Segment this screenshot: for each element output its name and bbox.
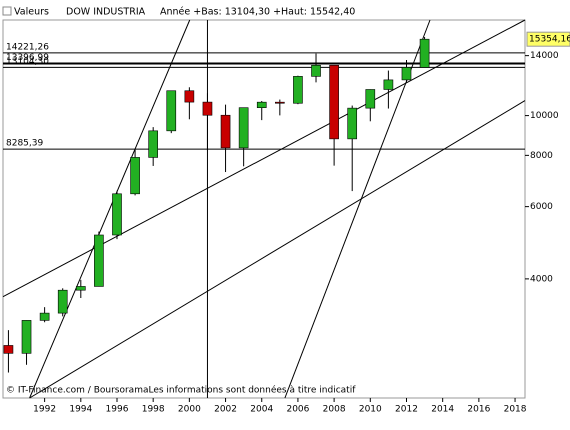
- y-tick-label: 4000: [530, 274, 553, 284]
- candle-body: [347, 107, 358, 140]
- candle-body: [112, 193, 122, 236]
- header-label: Valeurs: [14, 7, 49, 18]
- candle-body: [419, 38, 430, 68]
- x-tick-label: 2018: [504, 405, 527, 415]
- candle-body: [383, 79, 394, 90]
- candle-body: [57, 289, 68, 314]
- trendline: [2, 19, 526, 298]
- x-tick-label: 2012: [395, 405, 418, 415]
- x-tick-label: 2016: [467, 405, 490, 415]
- x-tick-label: 1994: [69, 405, 92, 415]
- y-tick-label: 8000: [530, 151, 553, 161]
- candle-body: [202, 101, 213, 116]
- x-tick-label: 2000: [178, 405, 201, 415]
- x-tick-label: 1992: [33, 405, 56, 415]
- candle-body: [401, 67, 412, 81]
- candle-body: [365, 89, 376, 109]
- trendline: [284, 19, 431, 399]
- candle-body: [275, 101, 285, 104]
- candle-body: [166, 90, 177, 132]
- level-label: 14221,26: [6, 42, 49, 52]
- header-info: Année +Bas: 13104,30 +Haut: 15542,40: [160, 7, 355, 18]
- candle-body: [75, 286, 86, 291]
- x-tick-label: 2004: [250, 405, 273, 415]
- x-tick-label: 2014: [431, 405, 454, 415]
- plot-area: [2, 19, 526, 399]
- y-tick-label: 6000: [530, 202, 553, 212]
- candle-body: [293, 76, 303, 104]
- level-label: 13104,30: [6, 57, 49, 67]
- x-tick-label: 1996: [106, 405, 129, 415]
- x-tick-label: 2008: [323, 405, 346, 415]
- level-label: 13396,99: [6, 53, 49, 63]
- last-price-box: [526, 31, 570, 47]
- candle-body: [329, 64, 339, 140]
- candle-body: [148, 130, 159, 158]
- candle-body: [220, 114, 231, 149]
- trendline: [29, 100, 526, 399]
- x-tick-label: 2010: [359, 405, 382, 415]
- x-tick-label: 2002: [214, 405, 237, 415]
- last-price-label: 15354,16: [529, 35, 570, 45]
- candle-body: [130, 157, 140, 195]
- level-label: 8285,39: [6, 139, 43, 149]
- candle-body: [94, 234, 104, 287]
- candle-body: [256, 101, 267, 108]
- x-tick-label: 2006: [286, 405, 309, 415]
- y-tick-label: 14000: [530, 51, 559, 61]
- x-tick-label: 1998: [142, 405, 165, 415]
- y-tick-label: 10000: [530, 111, 559, 121]
- candle-body: [39, 312, 50, 321]
- candle-body: [238, 107, 249, 149]
- checkbox[interactable]: [2, 6, 12, 16]
- candle-body: [3, 345, 14, 354]
- header-symbol: DOW INDUSTRIA: [66, 7, 146, 18]
- candle-body: [21, 320, 32, 354]
- candle-body: [311, 64, 321, 77]
- candle-body: [184, 90, 195, 103]
- footer: © IT-Finance.com / BoursoramaLes informa…: [6, 385, 356, 396]
- trendline: [29, 19, 191, 399]
